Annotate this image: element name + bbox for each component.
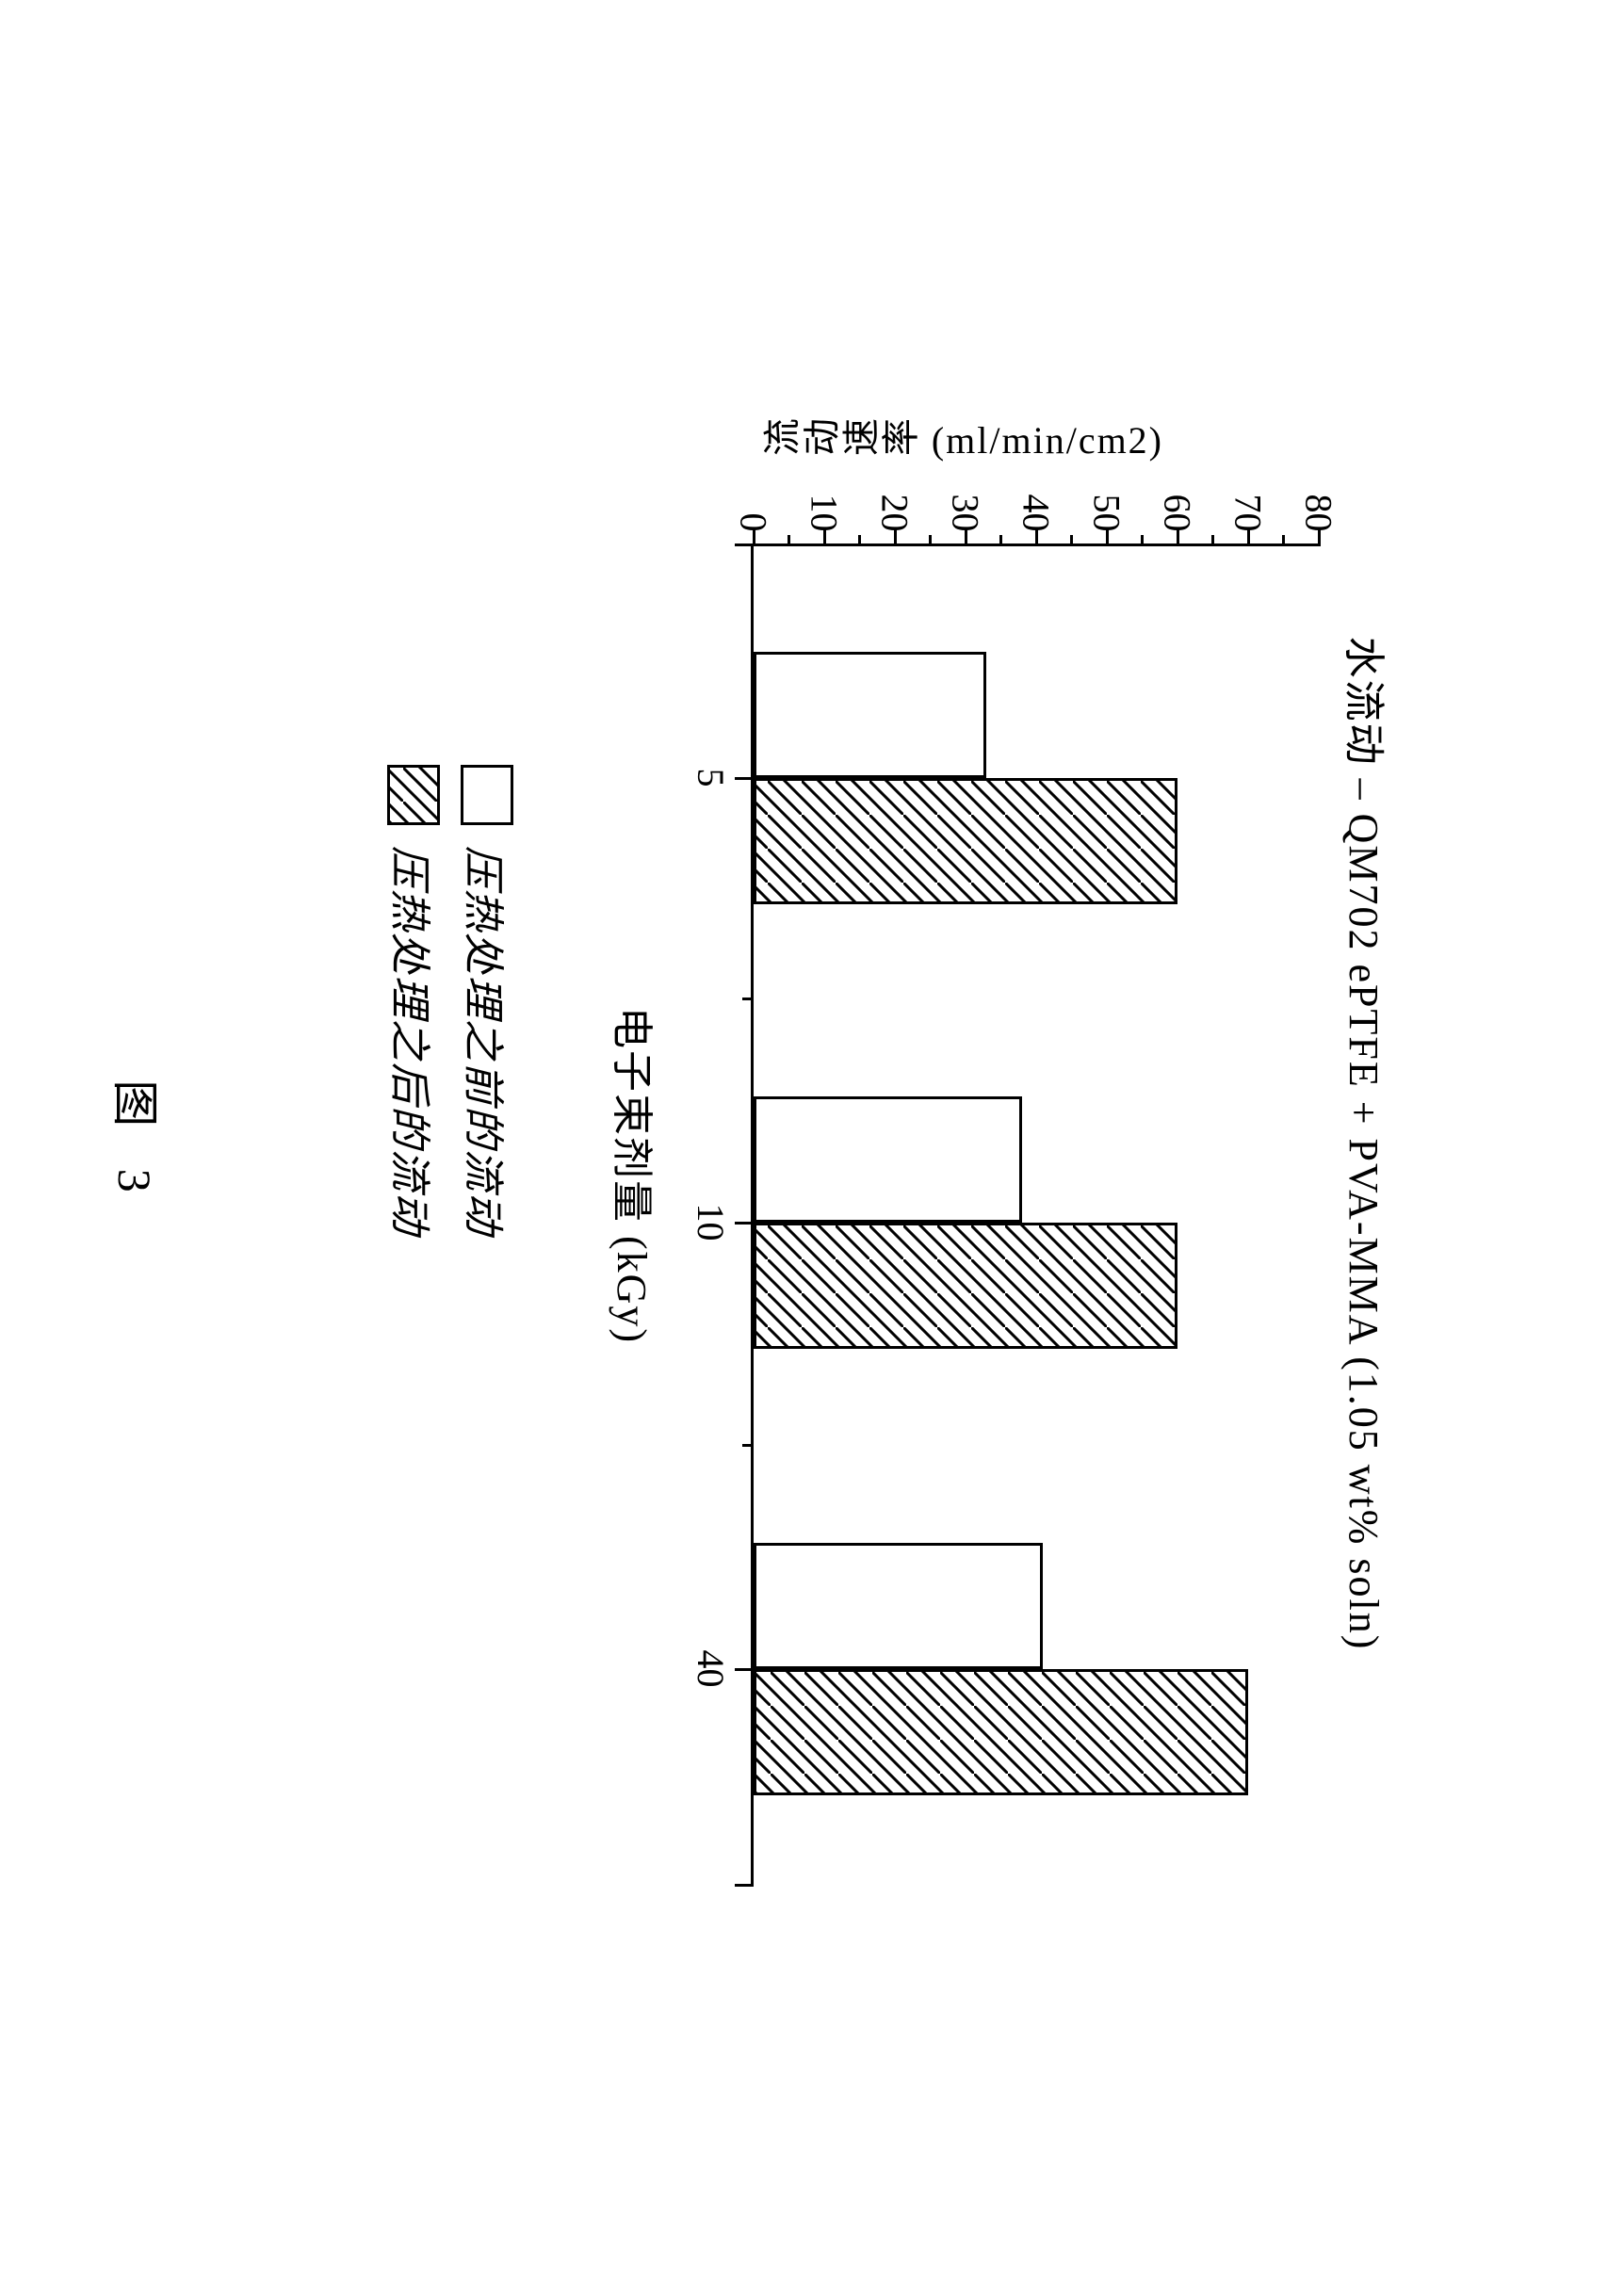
y-minor-tick [859, 535, 862, 546]
y-minor-tick [1283, 535, 1286, 546]
y-tick-label: 10 [803, 495, 847, 532]
y-minor-tick [1071, 535, 1074, 546]
x-tick-mark [735, 777, 754, 780]
bar-before [754, 1543, 1044, 1669]
y-tick-label: 40 [1015, 495, 1059, 532]
bar-after [754, 1223, 1177, 1349]
bar-after [754, 1669, 1248, 1795]
y-tick-mark [894, 527, 897, 546]
bar-before [754, 1096, 1022, 1223]
legend-label: 压热处理之前的流动 [457, 846, 517, 1236]
y-minor-tick [1212, 535, 1215, 546]
x-tick-label: 40 [689, 1650, 733, 1688]
legend-swatch-after [387, 765, 440, 825]
y-tick-label: 30 [944, 495, 988, 532]
legend: 压热处理之前的流动压热处理之后的流动 [370, 765, 530, 1236]
chart-title: 水流动 – QM702 ePTFE + PVA-MMA (1.05 wt% so… [1338, 637, 1398, 1651]
y-tick-label: 80 [1297, 495, 1341, 532]
y-tick-mark [1318, 527, 1321, 546]
figure-caption: 图 3 [105, 1079, 172, 1208]
y-tick-mark [1106, 527, 1109, 546]
x-tick-mark [735, 1668, 754, 1671]
x-minor-tick [742, 998, 754, 1000]
y-minor-tick [1142, 535, 1145, 546]
y-tick-label: 20 [873, 495, 918, 532]
y-axis-label: 流动速率 (ml/min/cm2) [761, 404, 1162, 468]
x-tick-label: 5 [689, 769, 733, 787]
y-tick-mark [1247, 527, 1250, 546]
x-minor-tick [742, 1444, 754, 1447]
axis-end-tick [735, 1884, 754, 1887]
y-tick-label: 60 [1156, 495, 1200, 532]
y-tick-mark [1177, 527, 1179, 546]
bar-before [754, 652, 987, 778]
y-minor-tick [930, 535, 933, 546]
x-axis-label: 电子束剂量 (kGy) [606, 468, 666, 1884]
y-tick-mark [965, 527, 967, 546]
plot-area: 51040 [751, 543, 1319, 1884]
legend-label: 压热处理之后的流动 [383, 846, 444, 1236]
x-tick-mark [735, 543, 754, 546]
y-tick-mark [1035, 527, 1038, 546]
x-tick-label: 10 [689, 1204, 733, 1241]
chart-area: 流动速率 (ml/min/cm2) 01020304050607080 5104… [606, 404, 1319, 1884]
y-tick-label: 70 [1226, 495, 1271, 532]
y-minor-tick [788, 535, 791, 546]
x-tick-mark [735, 1222, 754, 1225]
legend-item-before: 压热处理之前的流动 [457, 765, 517, 1236]
y-minor-tick [1000, 535, 1003, 546]
y-tick-mark [823, 527, 826, 546]
y-tick-label: 50 [1085, 495, 1129, 532]
legend-item-after: 压热处理之后的流动 [383, 765, 444, 1236]
bar-after [754, 778, 1177, 904]
legend-swatch-before [461, 765, 513, 825]
